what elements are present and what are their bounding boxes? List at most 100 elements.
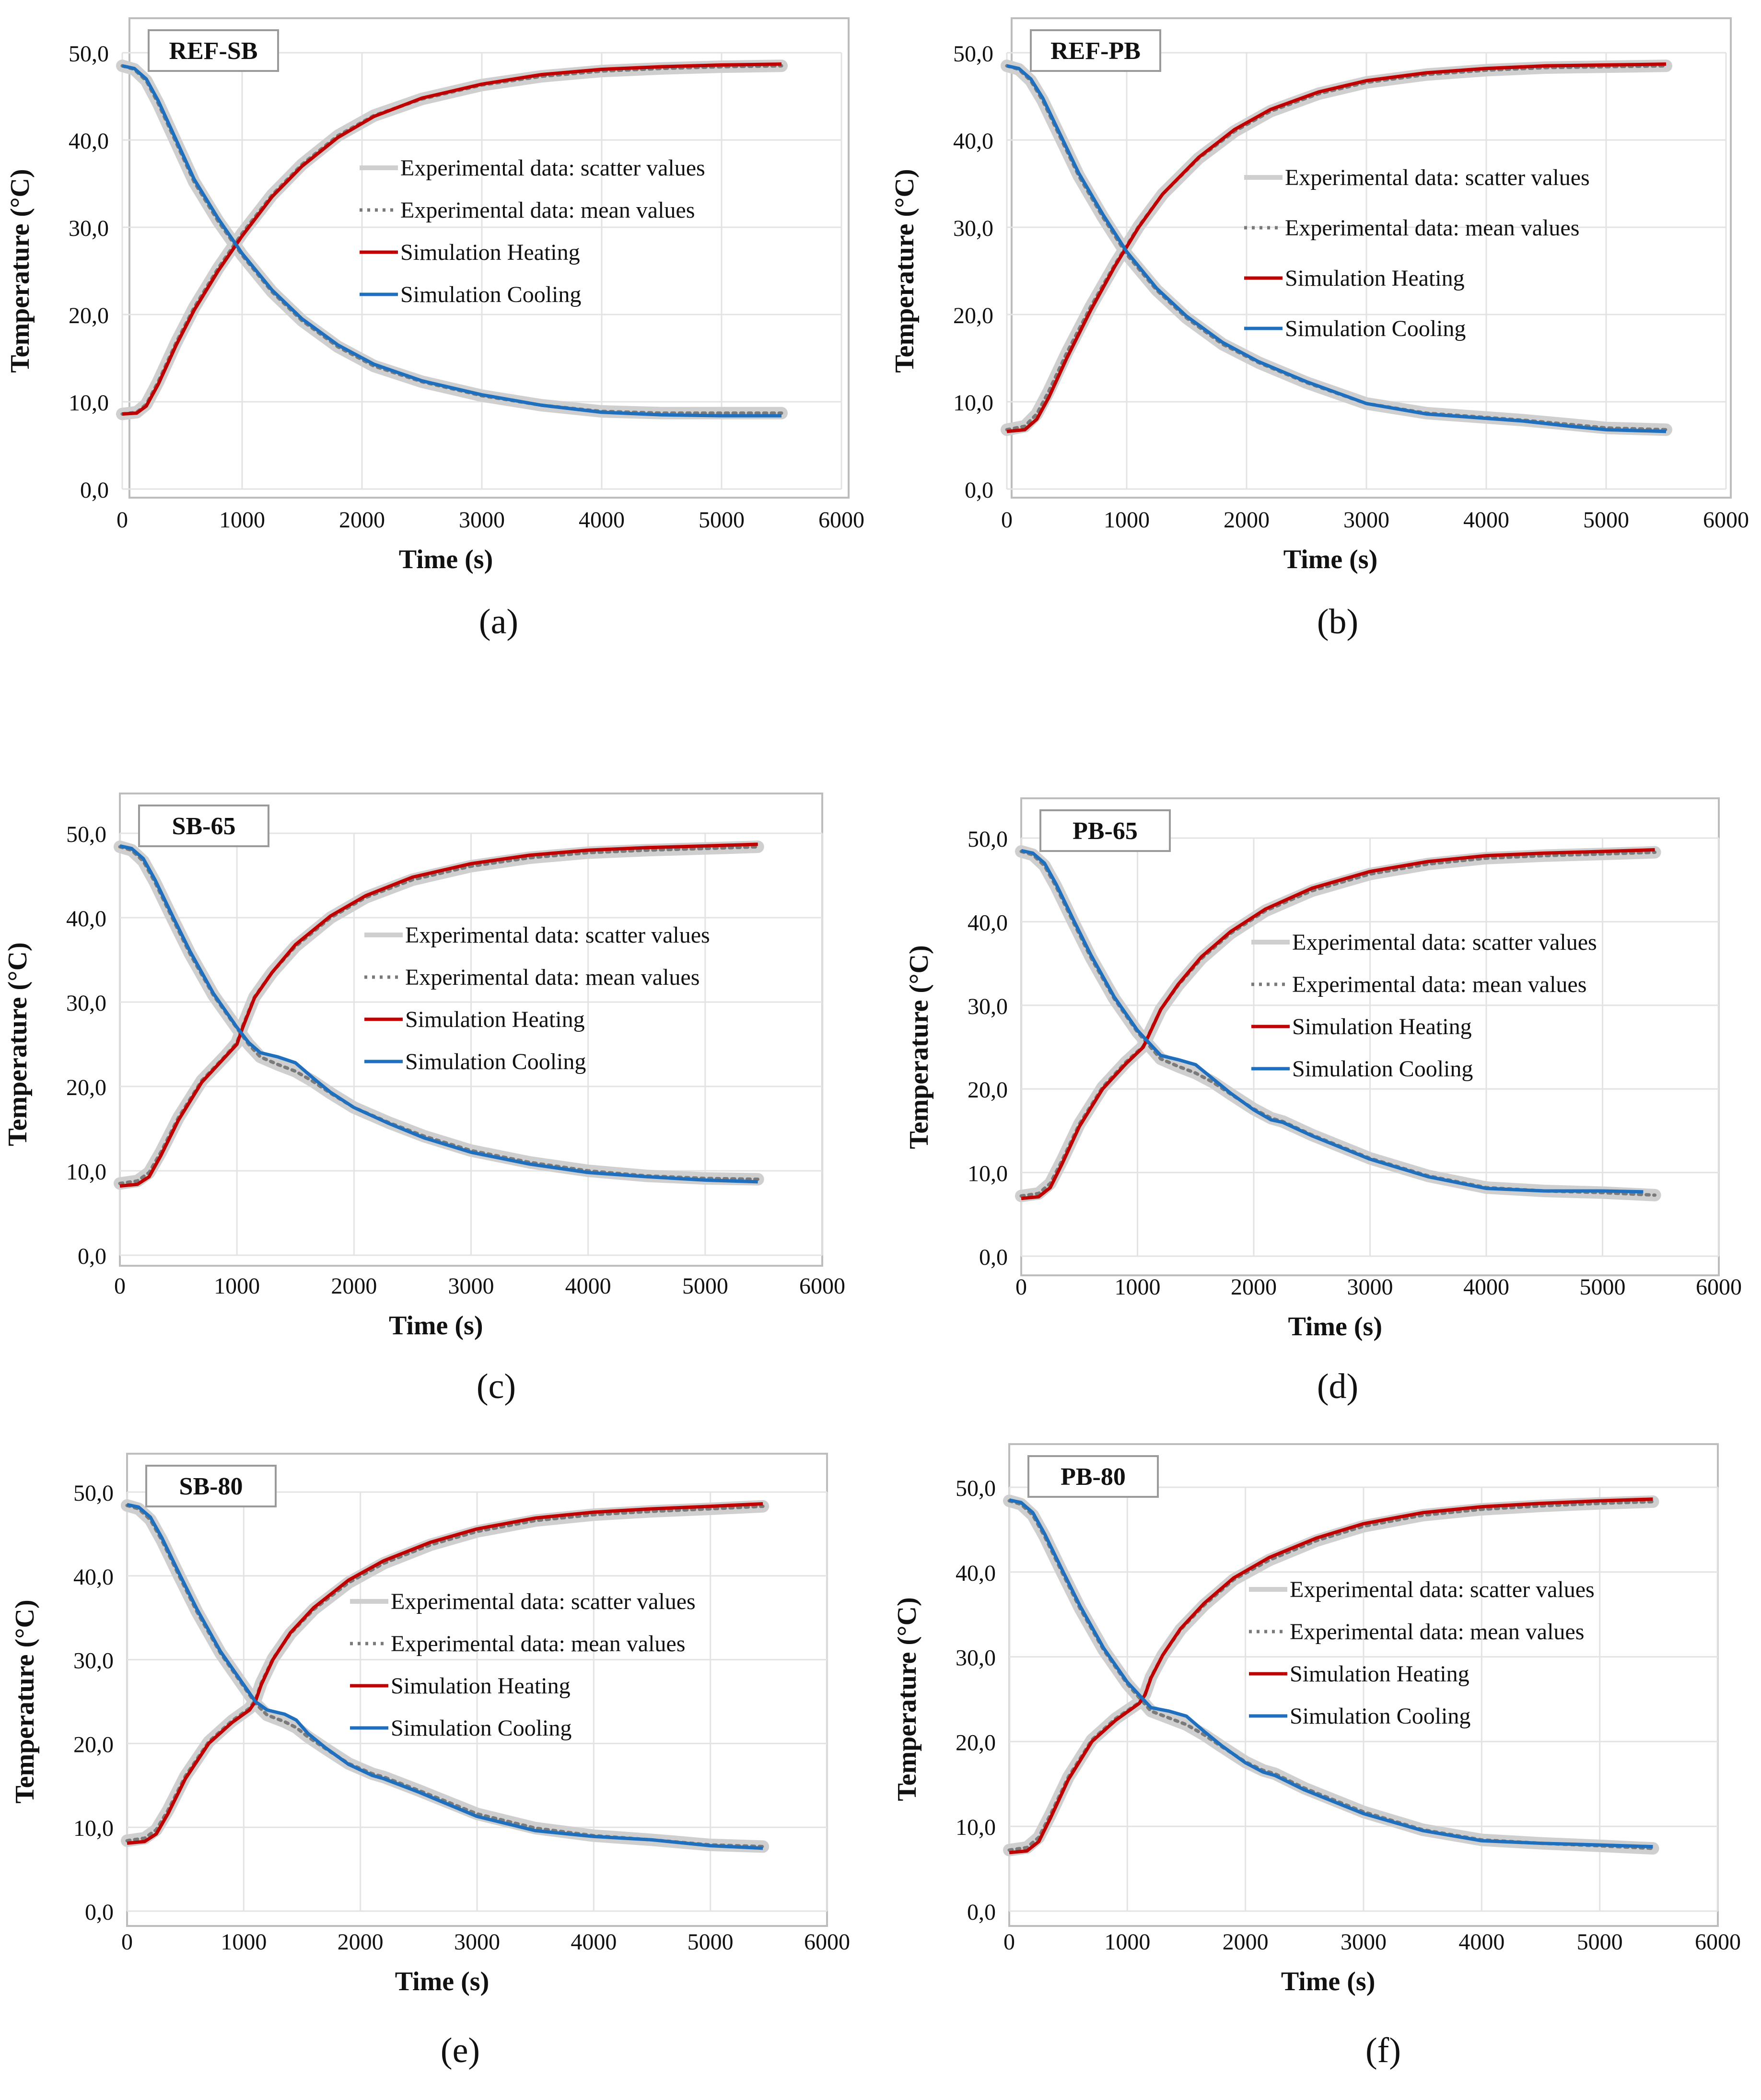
x-tick-label: 4000 xyxy=(1463,1274,1509,1300)
chart-title: SB-65 xyxy=(172,813,236,840)
legend-label-cooling: Simulation Cooling xyxy=(405,1049,586,1074)
chart-svg-a: 0,0 10,0 20,0 30,0 40,0 50,0 0 1000 2000 3000 4000… xyxy=(5,17,864,574)
chart-svg-c: 0,0 10,0 20,0 30,0 40,0 50,0 0 1000 2000 3000 4000… xyxy=(3,793,845,1341)
y-tick-label: 40,0 xyxy=(73,1564,114,1590)
x-tick-label: 2000 xyxy=(1223,1929,1269,1955)
legend-label-scatter: Experimental data: scatter values xyxy=(400,155,705,181)
y-tick-label: 10,0 xyxy=(73,1816,114,1841)
scatter-band xyxy=(1001,59,1672,436)
x-axis-label: Time (s) xyxy=(389,1311,483,1341)
simulation-heating-line xyxy=(1021,848,1655,1201)
simulation-heating-line xyxy=(122,62,782,416)
mean-values-line xyxy=(1005,64,1668,432)
x-tick-label: 1000 xyxy=(219,507,265,533)
chart-title: REF-SB xyxy=(169,37,258,65)
simulation-cooling-line xyxy=(122,64,781,418)
y-tick-label: 30,0 xyxy=(956,1645,996,1671)
y-tick-label: 20,0 xyxy=(953,303,993,328)
legend-label-mean: Experimental data: mean values xyxy=(400,198,695,223)
mean-values-line xyxy=(1005,64,1668,432)
y-tick-label: 30,0 xyxy=(968,994,1008,1019)
y-axis-label: Temperature (°C) xyxy=(890,169,920,373)
legend-label-heating: Simulation Heating xyxy=(400,240,580,265)
y-tick-label: 40,0 xyxy=(968,910,1008,935)
simulation-heating-line xyxy=(119,842,758,1188)
simulation-cooling-line xyxy=(1021,849,1644,1194)
y-tick-label: 20,0 xyxy=(73,1732,114,1757)
y-tick-label: 30,0 xyxy=(66,991,106,1016)
legend-label-cooling: Simulation Cooling xyxy=(1292,1056,1473,1082)
simulation-cooling-line xyxy=(1009,1498,1653,1849)
y-tick-label: 10,0 xyxy=(953,390,993,416)
y-tick-label: 0,0 xyxy=(965,478,993,503)
y-tick-label: 40,0 xyxy=(953,128,993,154)
y-tick-label: 40,0 xyxy=(66,906,106,932)
x-tick-label: 3000 xyxy=(1341,1929,1387,1955)
legend-label-heating: Simulation Heating xyxy=(405,1007,585,1032)
y-tick-label: 50,0 xyxy=(953,41,993,67)
x-tick-label: 5000 xyxy=(688,1929,734,1955)
x-tick-label: 4000 xyxy=(1463,507,1509,533)
x-tick-label: 0 xyxy=(1003,1929,1015,1955)
x-tick-label: 1000 xyxy=(214,1273,260,1299)
x-tick-label: 3000 xyxy=(1343,507,1389,533)
mean-values-line xyxy=(125,1505,765,1843)
x-tick-label: 4000 xyxy=(579,507,625,533)
chart-svg-b: 0,0 10,0 20,0 30,0 40,0 50,0 0 1000 2000 3000 4000… xyxy=(890,17,1749,574)
legend-label-scatter: Experimental data: scatter values xyxy=(405,922,710,948)
x-tick-label: 0 xyxy=(114,1273,126,1299)
x-tick-label: 4000 xyxy=(571,1929,617,1955)
y-tick-label: 10,0 xyxy=(956,1815,996,1840)
chart-title-box xyxy=(1030,29,1161,72)
chart-title-box xyxy=(145,1465,277,1507)
chart-title-box xyxy=(148,29,279,72)
chart-title-box xyxy=(1039,809,1171,852)
chart-title: SB-80 xyxy=(179,1473,243,1500)
x-tick-label: 5000 xyxy=(1580,1274,1626,1300)
y-tick-label: 50,0 xyxy=(956,1476,996,1501)
x-tick-label: 1000 xyxy=(1104,507,1150,533)
x-tick-label: 5000 xyxy=(699,507,745,533)
y-tick-label: 50,0 xyxy=(73,1481,114,1506)
chart-svg-e: 0,0 10,0 20,0 30,0 40,0 50,0 0 1000 2000 3000 4000… xyxy=(10,1453,850,1996)
x-axis-label: Time (s) xyxy=(1281,1967,1376,1996)
legend-label-scatter: Experimental data: scatter values xyxy=(391,1589,696,1614)
x-tick-label: 6000 xyxy=(818,507,864,533)
x-tick-label: 6000 xyxy=(799,1273,845,1299)
chart-frame xyxy=(1011,17,1732,499)
x-tick-label: 3000 xyxy=(454,1929,500,1955)
x-tick-label: 5000 xyxy=(682,1273,728,1299)
y-tick-label: 20,0 xyxy=(968,1077,1008,1103)
y-tick-label: 30,0 xyxy=(953,216,993,241)
panel-caption: (c) xyxy=(476,1367,516,1406)
x-tick-label: 0 xyxy=(117,507,128,533)
legend-label-heating: Simulation Heating xyxy=(1292,1014,1472,1039)
simulation-heating-line xyxy=(1009,1497,1653,1855)
y-tick-label: 50,0 xyxy=(968,827,1008,852)
panel-caption: (e) xyxy=(440,2031,480,2070)
panel-caption: (b) xyxy=(1317,602,1359,642)
y-tick-label: 20,0 xyxy=(69,303,109,328)
legend-label-heating: Simulation Heating xyxy=(391,1673,571,1699)
x-tick-label: 6000 xyxy=(1696,1274,1742,1300)
simulation-cooling-line xyxy=(119,844,758,1184)
y-tick-label: 0,0 xyxy=(78,1244,106,1269)
y-tick-label: 20,0 xyxy=(66,1075,106,1100)
simulation-cooling-line xyxy=(1006,64,1667,433)
y-tick-label: 0,0 xyxy=(979,1245,1008,1270)
legend-label-scatter: Experimental data: scatter values xyxy=(1292,930,1597,955)
y-axis-label: Temperature (°C) xyxy=(904,945,934,1149)
chart-frame xyxy=(128,17,850,499)
chart-svg-f: 0,0 10,0 20,0 30,0 40,0 50,0 0 1000 2000 3000 4000… xyxy=(892,1443,1741,1996)
panel-caption: (a) xyxy=(478,602,519,642)
y-tick-label: 0,0 xyxy=(85,1900,114,1925)
legend-label-cooling: Simulation Cooling xyxy=(1290,1703,1470,1729)
legend-label-scatter: Experimental data: scatter values xyxy=(1290,1577,1595,1602)
panel-caption: (f) xyxy=(1365,2031,1401,2070)
y-tick-label: 0,0 xyxy=(967,1900,996,1925)
x-tick-label: 2000 xyxy=(331,1273,377,1299)
legend-label-mean: Experimental data: mean values xyxy=(1290,1619,1584,1645)
chart-panel-d: 0,0 10,0 20,0 30,0 40,0 50,0 0 1000 2000 3000 4000… xyxy=(882,777,1760,1438)
x-tick-label: 4000 xyxy=(1458,1929,1504,1955)
